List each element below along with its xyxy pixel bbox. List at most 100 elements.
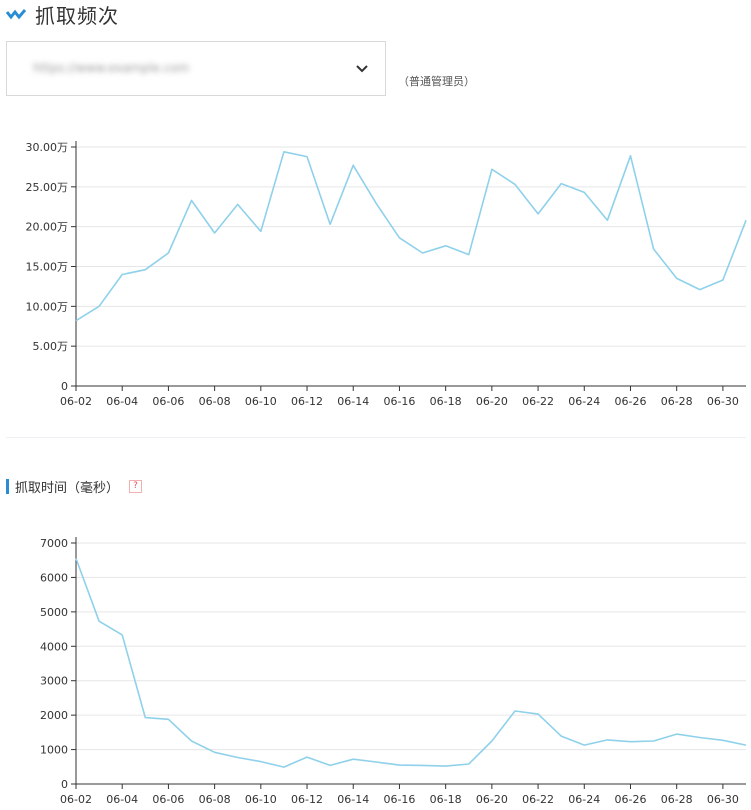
data-point[interactable] bbox=[421, 763, 425, 767]
data-point[interactable] bbox=[675, 732, 679, 736]
y-tick-label: 0 bbox=[61, 778, 68, 791]
data-point[interactable] bbox=[467, 762, 471, 766]
data-point[interactable] bbox=[282, 765, 286, 769]
data-point[interactable] bbox=[652, 739, 656, 743]
data-point[interactable] bbox=[120, 272, 124, 276]
data-point[interactable] bbox=[744, 218, 748, 222]
y-tick-label: 2000 bbox=[40, 709, 68, 722]
section-title-label: 抓取时间（毫秒） bbox=[15, 480, 120, 496]
data-point[interactable] bbox=[397, 236, 401, 240]
data-point[interactable] bbox=[421, 251, 425, 255]
data-point[interactable] bbox=[351, 163, 355, 167]
x-tick-label: 06-12 bbox=[291, 793, 323, 806]
data-point[interactable] bbox=[120, 633, 124, 637]
data-point[interactable] bbox=[675, 276, 679, 280]
data-point[interactable] bbox=[213, 750, 217, 754]
page-header: 抓取频次 bbox=[6, 0, 119, 28]
data-point[interactable] bbox=[374, 760, 378, 764]
data-point[interactable] bbox=[605, 738, 609, 742]
x-tick-label: 06-04 bbox=[106, 793, 138, 806]
x-tick-label: 06-02 bbox=[60, 793, 92, 806]
data-point[interactable] bbox=[444, 764, 448, 768]
data-point[interactable] bbox=[97, 619, 101, 623]
x-tick-label: 06-30 bbox=[707, 793, 739, 806]
data-point[interactable] bbox=[582, 743, 586, 747]
data-point[interactable] bbox=[467, 253, 471, 257]
data-point[interactable] bbox=[74, 556, 78, 560]
data-point[interactable] bbox=[698, 288, 702, 292]
y-tick-label: 10.00万 bbox=[26, 300, 69, 313]
section-title: 抓取时间（毫秒） ? bbox=[6, 477, 143, 496]
data-point[interactable] bbox=[490, 167, 494, 171]
data-point[interactable] bbox=[744, 743, 748, 747]
y-tick-label: 30.00万 bbox=[26, 141, 69, 154]
data-point[interactable] bbox=[190, 198, 194, 202]
y-tick-label: 5.00万 bbox=[33, 340, 69, 353]
data-point[interactable] bbox=[721, 278, 725, 282]
x-tick-label: 06-16 bbox=[383, 793, 415, 806]
y-tick-label: 4000 bbox=[40, 640, 68, 653]
section-divider bbox=[6, 437, 746, 438]
x-tick-label: 06-26 bbox=[614, 793, 646, 806]
data-point[interactable] bbox=[536, 712, 540, 716]
data-point[interactable] bbox=[236, 202, 240, 206]
data-point[interactable] bbox=[698, 736, 702, 740]
data-point[interactable] bbox=[305, 755, 309, 759]
y-tick-label: 20.00万 bbox=[26, 221, 69, 234]
x-tick-label: 06-08 bbox=[199, 395, 231, 408]
x-tick-label: 06-28 bbox=[661, 793, 693, 806]
data-point[interactable] bbox=[166, 717, 170, 721]
data-point[interactable] bbox=[490, 739, 494, 743]
data-point[interactable] bbox=[444, 244, 448, 248]
data-point[interactable] bbox=[374, 202, 378, 206]
x-tick-label: 06-14 bbox=[337, 793, 369, 806]
data-point[interactable] bbox=[282, 150, 286, 154]
data-point[interactable] bbox=[236, 755, 240, 759]
site-select-value: https://www.example.com bbox=[33, 61, 190, 75]
data-point[interactable] bbox=[605, 218, 609, 222]
data-point[interactable] bbox=[513, 182, 517, 186]
page-title: 抓取频次 bbox=[35, 3, 119, 28]
y-tick-label: 25.00万 bbox=[26, 181, 69, 194]
data-point[interactable] bbox=[74, 319, 78, 323]
data-point[interactable] bbox=[97, 304, 101, 308]
section-accent-bar bbox=[6, 478, 9, 494]
data-point[interactable] bbox=[628, 154, 632, 158]
data-point[interactable] bbox=[143, 716, 147, 720]
site-select[interactable]: https://www.example.com bbox=[6, 41, 386, 96]
series-line bbox=[75, 150, 747, 322]
data-point[interactable] bbox=[328, 763, 332, 767]
y-tick-label: 1000 bbox=[40, 744, 68, 757]
data-point[interactable] bbox=[582, 190, 586, 194]
data-point[interactable] bbox=[652, 247, 656, 251]
help-icon[interactable]: ? bbox=[129, 479, 143, 493]
data-point[interactable] bbox=[559, 734, 563, 738]
chevron-down-icon[interactable] bbox=[355, 62, 369, 76]
x-tick-label: 06-30 bbox=[707, 395, 739, 408]
y-tick-label: 5000 bbox=[40, 606, 68, 619]
data-point[interactable] bbox=[559, 182, 563, 186]
y-tick-label: 15.00万 bbox=[26, 261, 69, 274]
x-tick-label: 06-20 bbox=[476, 793, 508, 806]
data-point[interactable] bbox=[305, 155, 309, 159]
data-point[interactable] bbox=[166, 251, 170, 255]
data-point[interactable] bbox=[259, 760, 263, 764]
data-point[interactable] bbox=[536, 212, 540, 216]
crawl-time-chart: 0 1000 2000 3000 4000 5000 6000 7000 06-02 06-04 0… bbox=[40, 537, 748, 806]
data-point[interactable] bbox=[259, 229, 263, 233]
x-tick-label: 06-24 bbox=[568, 395, 600, 408]
data-point[interactable] bbox=[190, 739, 194, 743]
data-point[interactable] bbox=[351, 757, 355, 761]
data-point[interactable] bbox=[721, 738, 725, 742]
x-tick-label: 06-02 bbox=[60, 395, 92, 408]
x-tick-label: 06-22 bbox=[522, 395, 554, 408]
data-point[interactable] bbox=[213, 231, 217, 235]
checkmark-logo-icon bbox=[6, 9, 26, 20]
x-tick-label: 06-12 bbox=[291, 395, 323, 408]
data-point[interactable] bbox=[397, 763, 401, 767]
data-point[interactable] bbox=[628, 740, 632, 744]
data-point[interactable] bbox=[513, 709, 517, 713]
data-point[interactable] bbox=[143, 268, 147, 272]
y-tick-label: 3000 bbox=[40, 675, 68, 688]
data-point[interactable] bbox=[328, 222, 332, 226]
